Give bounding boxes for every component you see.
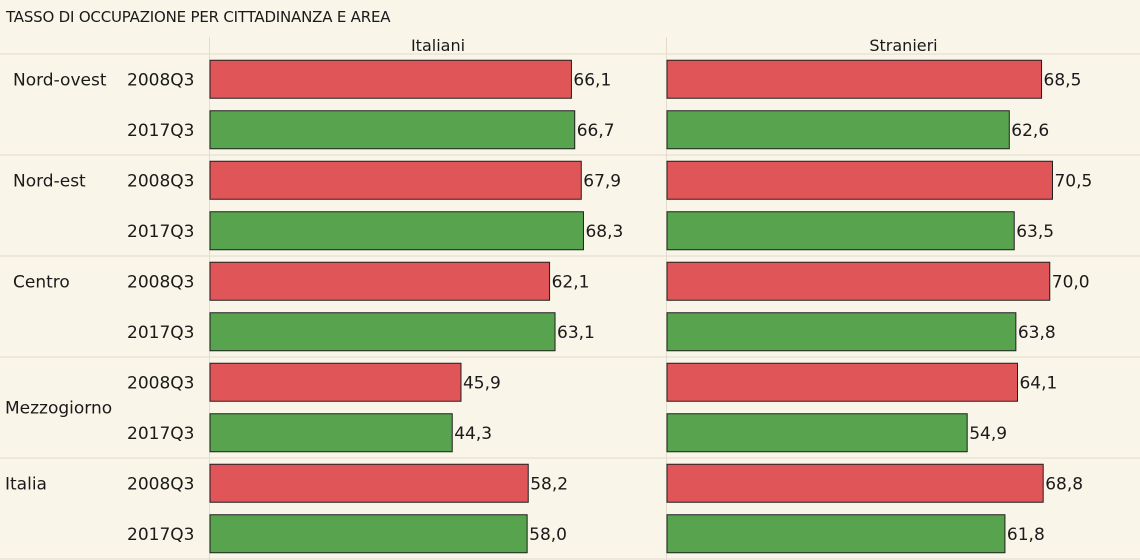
data-label: 70,0 — [1052, 272, 1090, 292]
period-label: 2008Q3 — [127, 272, 194, 292]
period-label: 2017Q3 — [127, 424, 194, 444]
bar-stranieri-nord-ovest-2017q3 — [666, 110, 1010, 150]
area-label: Nord-est — [13, 171, 86, 191]
data-label: 63,1 — [557, 323, 595, 343]
period-label: 2008Q3 — [127, 70, 194, 90]
area-label: Italia — [5, 474, 47, 494]
bar-italiani-mezzogiorno-2017q3 — [209, 413, 453, 453]
period-label: 2008Q3 — [127, 171, 194, 191]
bar-italiani-nord-ovest-2017q3 — [209, 110, 576, 150]
bar-stranieri-mezzogiorno-2008q3 — [666, 362, 1018, 402]
bar-stranieri-nord-est-2017q3 — [666, 211, 1015, 251]
bar-italiani-nord-ovest-2008q3 — [209, 59, 572, 99]
panel-header-1: Stranieri — [869, 36, 937, 55]
data-label: 63,8 — [1018, 323, 1056, 343]
data-label: 58,2 — [530, 474, 568, 494]
data-label: 44,3 — [454, 424, 492, 444]
bar-stranieri-italia-2017q3 — [666, 514, 1006, 554]
period-label: 2017Q3 — [127, 525, 194, 545]
area-label: Nord-ovest — [13, 70, 107, 90]
period-label: 2017Q3 — [127, 222, 194, 242]
data-label: 66,7 — [577, 121, 615, 141]
data-label: 68,8 — [1045, 474, 1083, 494]
bar-stranieri-italia-2008q3 — [666, 463, 1044, 503]
period-label: 2017Q3 — [127, 121, 194, 141]
bar-stranieri-centro-2008q3 — [666, 261, 1051, 301]
data-label: 45,9 — [463, 373, 501, 393]
bar-stranieri-centro-2017q3 — [666, 312, 1017, 352]
bar-stranieri-nord-est-2008q3 — [666, 160, 1053, 200]
bar-italiani-italia-2017q3 — [209, 514, 528, 554]
data-label: 66,1 — [573, 70, 611, 90]
bar-italiani-nord-est-2017q3 — [209, 211, 584, 251]
period-label: 2017Q3 — [127, 323, 194, 343]
area-label: Centro — [13, 272, 70, 292]
data-label: 54,9 — [969, 424, 1007, 444]
data-label: 63,5 — [1016, 222, 1054, 242]
data-label: 67,9 — [583, 171, 621, 191]
period-label: 2008Q3 — [127, 474, 194, 494]
bar-stranieri-nord-ovest-2008q3 — [666, 59, 1043, 99]
chart-title: TASSO DI OCCUPAZIONE PER CITTADINANZA E … — [6, 8, 391, 26]
period-label: 2008Q3 — [127, 373, 194, 393]
data-label: 58,0 — [529, 525, 567, 545]
bar-italiani-mezzogiorno-2008q3 — [209, 362, 462, 402]
data-label: 61,8 — [1007, 525, 1045, 545]
data-label: 68,5 — [1044, 70, 1082, 90]
area-label: Mezzogiorno — [5, 399, 112, 419]
bar-italiani-italia-2008q3 — [209, 463, 529, 503]
bar-italiani-centro-2008q3 — [209, 261, 551, 301]
data-label: 62,6 — [1011, 121, 1049, 141]
bar-italiani-centro-2017q3 — [209, 312, 556, 352]
panel-header-0: Italiani — [411, 36, 465, 55]
data-label: 62,1 — [552, 272, 590, 292]
bar-italiani-nord-est-2008q3 — [209, 160, 582, 200]
data-label: 70,5 — [1054, 171, 1092, 191]
data-label: 68,3 — [585, 222, 623, 242]
bar-stranieri-mezzogiorno-2017q3 — [666, 413, 968, 453]
data-label: 64,1 — [1019, 373, 1057, 393]
